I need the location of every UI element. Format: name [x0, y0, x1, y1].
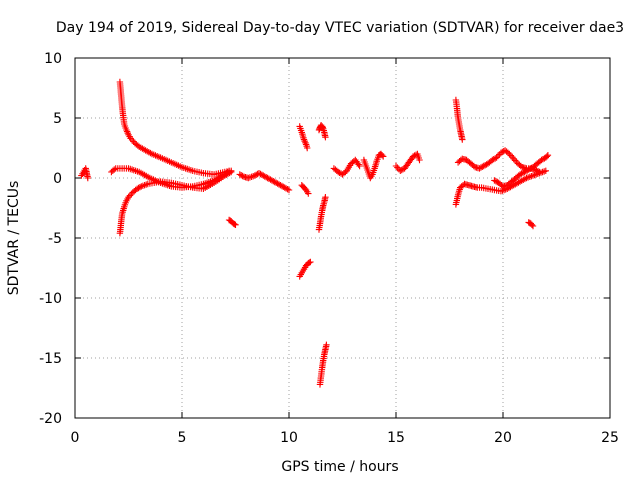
data-point — [225, 167, 233, 174]
data-point — [130, 138, 137, 145]
x-axis-label: GPS time / hours — [281, 459, 398, 475]
data-point — [284, 186, 291, 193]
data-point — [305, 190, 312, 197]
data-point — [534, 168, 542, 175]
data-point — [322, 194, 329, 201]
data-point — [84, 174, 91, 182]
data-point — [356, 162, 363, 170]
x-tick-label: 20 — [494, 430, 512, 446]
data-point — [543, 153, 551, 160]
series-arc-14-mid — [454, 147, 543, 176]
y-tick-label: -15 — [39, 351, 62, 367]
series-arc-8 — [315, 122, 329, 141]
axis-ticks: 0 5 10 15 20 25 -20 -15 -10 -5 0 5 10 — [39, 51, 619, 446]
data-point — [232, 221, 239, 228]
series-arc-15 — [491, 152, 552, 190]
data-point — [323, 341, 330, 348]
data-point — [529, 222, 537, 230]
series-arc-3 — [225, 216, 239, 228]
data-point — [542, 167, 549, 174]
x-tick-label: 10 — [280, 430, 298, 446]
series-arc-9 — [315, 194, 329, 233]
data-point — [511, 157, 519, 164]
data-point — [459, 136, 466, 143]
series-arc-2-upper — [116, 78, 235, 178]
chart-title: Day 194 of 2019, Sidereal Day-to-day VTE… — [56, 20, 624, 36]
series-arc-11 — [330, 156, 363, 178]
data-point — [392, 162, 400, 170]
y-tick-label: -5 — [48, 231, 62, 247]
data-point — [509, 154, 516, 161]
data-point — [378, 152, 386, 159]
data-point — [224, 168, 231, 176]
data-point — [492, 178, 500, 185]
series-arc-2-mid — [108, 165, 233, 191]
y-tick-label: 10 — [44, 51, 62, 67]
x-tick-label: 15 — [387, 430, 405, 446]
x-tick-label: 5 — [178, 430, 187, 446]
data-point — [239, 172, 246, 180]
data-point — [136, 184, 144, 191]
series-arc-13 — [392, 150, 423, 174]
data-points — [78, 78, 552, 388]
series-arc-1 — [78, 165, 91, 182]
series-arc-7 — [296, 258, 314, 280]
series-arc-4 — [236, 170, 293, 194]
data-point — [510, 155, 517, 162]
series-arc-16 — [525, 219, 537, 230]
series-arc-5 — [296, 123, 311, 152]
series-arc-12 — [360, 150, 387, 182]
data-point — [507, 152, 514, 159]
data-point — [128, 190, 135, 198]
series-arc-14-lower — [452, 167, 549, 208]
data-point — [355, 161, 362, 168]
data-point — [513, 158, 520, 166]
y-tick-label: 5 — [53, 111, 62, 127]
data-point — [544, 152, 552, 159]
series-arc-14-upper — [452, 96, 466, 143]
data-point — [504, 149, 512, 156]
series-arc-6 — [298, 182, 312, 197]
y-axis-label: SDTVAR / TECUs — [6, 181, 22, 296]
data-point — [416, 156, 423, 164]
data-point — [380, 153, 387, 160]
data-point — [307, 258, 314, 266]
series-arc-10 — [316, 341, 330, 388]
data-point — [306, 259, 313, 266]
x-tick-label: 0 — [71, 430, 80, 446]
data-point — [304, 144, 311, 152]
x-tick-label: 25 — [601, 430, 619, 446]
data-point — [528, 221, 536, 228]
data-point — [322, 134, 329, 141]
grid — [75, 58, 610, 418]
data-point — [111, 166, 118, 173]
y-tick-label: 0 — [53, 171, 62, 187]
data-point — [285, 186, 293, 194]
data-point — [536, 168, 543, 176]
y-tick-label: -20 — [39, 411, 62, 427]
data-point — [231, 221, 238, 228]
y-tick-label: -10 — [39, 291, 62, 307]
